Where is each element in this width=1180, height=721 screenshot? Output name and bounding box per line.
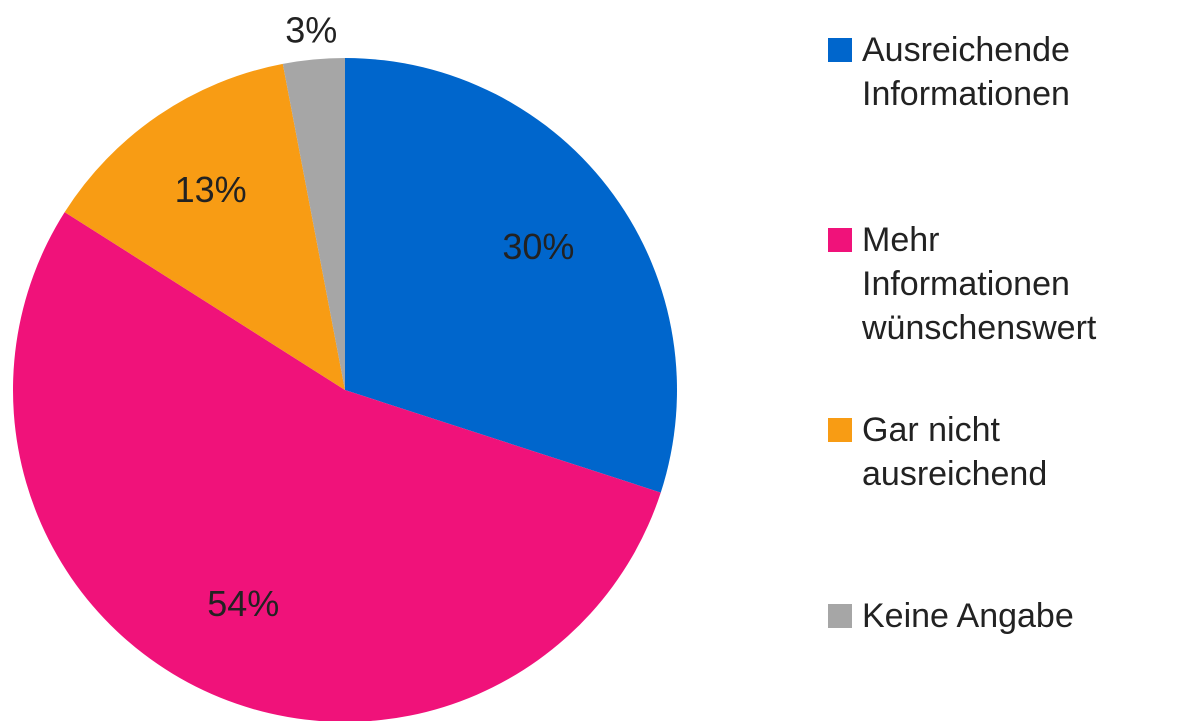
- legend-item: Mehr Informationen wünschenswert: [828, 218, 1148, 350]
- legend-label: Mehr Informationen wünschenswert: [862, 221, 1097, 347]
- pie-slice: [282, 58, 345, 390]
- legend-swatch: [828, 38, 852, 62]
- legend-item: Ausreichende Informationen: [828, 28, 1148, 116]
- legend-label: Ausreichende Informationen: [862, 31, 1070, 113]
- legend-label: Keine Angabe: [862, 597, 1074, 635]
- data-label: 30%: [502, 226, 574, 267]
- pie-slice: [13, 212, 661, 721]
- pie-slice: [345, 58, 677, 493]
- legend-item: Gar nicht ausreichend: [828, 408, 1148, 496]
- legend-swatch: [828, 604, 852, 628]
- legend-swatch: [828, 228, 852, 252]
- data-label: 3%: [285, 10, 337, 51]
- data-label: 13%: [175, 169, 247, 210]
- data-label: 54%: [207, 583, 279, 624]
- pie-slice: [64, 63, 345, 390]
- legend-item: Keine Angabe: [828, 594, 1148, 638]
- legend-label: Gar nicht ausreichend: [862, 411, 1048, 493]
- pie-area: 30% 54% 13% 3%: [13, 10, 677, 721]
- legend-swatch: [828, 418, 852, 442]
